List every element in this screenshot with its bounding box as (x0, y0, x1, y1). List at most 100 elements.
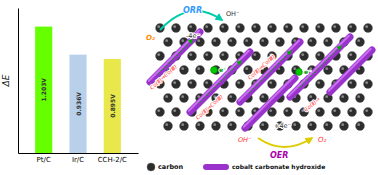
sphere-highlight (181, 67, 184, 70)
sphere-highlight (189, 25, 192, 28)
carbon-sphere (316, 80, 325, 89)
x-tick: CCH-2/C (98, 153, 127, 164)
sphere-highlight (213, 123, 216, 126)
carbon-sphere (164, 38, 173, 47)
electron-dot (296, 69, 303, 76)
annotation: Co(Ⅱ)⇒Co(Ⅲ) (195, 93, 224, 120)
sphere-highlight (349, 53, 352, 56)
carbon-sphere (300, 52, 309, 61)
rods (149, 31, 372, 128)
carbon-sphere (284, 24, 293, 33)
carbon-sphere (228, 122, 237, 131)
carbon-sphere (164, 122, 173, 131)
sphere-highlight (245, 67, 248, 70)
carbon-sphere (196, 66, 205, 75)
carbon-sphere (156, 52, 165, 61)
legend-label: cobalt carbonate hydroxide (232, 163, 325, 171)
carbon-sphere (164, 94, 173, 103)
sphere-highlight (213, 39, 216, 42)
sphere-highlight (237, 81, 240, 84)
carbon-sphere (300, 24, 309, 33)
sphere-highlight (261, 123, 264, 126)
carbon-sphere (348, 80, 357, 89)
sphere-highlight (349, 81, 352, 84)
sphere-highlight (181, 39, 184, 42)
sphere-highlight (349, 25, 352, 28)
rod-highlight (244, 77, 294, 127)
annotation: OH⁻ (238, 136, 251, 144)
sphere-highlight (221, 109, 224, 112)
carbon-sphere (276, 38, 285, 47)
rod (290, 37, 350, 97)
carbon-sphere (172, 24, 181, 33)
carbon-sphere (220, 24, 229, 33)
sphere-highlight (309, 95, 312, 98)
sphere-highlight (197, 123, 200, 126)
sphere-highlight (357, 95, 360, 98)
carbon-sphere (212, 122, 221, 131)
carbon-sphere (236, 80, 245, 89)
data-label: 1.203V (40, 78, 47, 102)
sphere-highlight (365, 25, 368, 28)
rod-highlight (329, 49, 371, 91)
carbon-sphere (356, 94, 365, 103)
annotation: ORR (183, 6, 202, 15)
carbon-sphere (180, 122, 189, 131)
carbon-sphere (204, 24, 213, 33)
chart: 1.203V0.936V0.895VPt/CIr/CCCH-2/CΔEORROH… (0, 0, 378, 175)
carbon-sphere (332, 108, 341, 117)
sphere-highlight (261, 95, 264, 98)
sphere-highlight (165, 95, 168, 98)
sphere-highlight (293, 123, 296, 126)
sphere-highlight (325, 95, 328, 98)
carbon-sphere (228, 94, 237, 103)
sphere-highlight (261, 39, 264, 42)
carbon-sphere (348, 24, 357, 33)
carbon-sphere (172, 108, 181, 117)
sphere-highlight (317, 109, 320, 112)
annotation: OER (270, 151, 288, 160)
bar-panel: 1.203V0.936V0.895VPt/CIr/CCCH-2/C (19, 9, 139, 164)
rod (150, 32, 200, 82)
carbon-sphere (268, 80, 277, 89)
sphere-highlight (325, 123, 328, 126)
sphere-highlight (205, 81, 208, 84)
annotation: OH⁻ (226, 10, 239, 18)
sphere-highlight (317, 25, 320, 28)
sphere-highlight (333, 25, 336, 28)
x-tick-label: Ir/C (72, 156, 84, 164)
bars (35, 27, 121, 153)
bar (69, 55, 86, 153)
carbon-sphere (180, 66, 189, 75)
sphere-highlight (269, 25, 272, 28)
sphere-highlight (333, 109, 336, 112)
carbon-sphere (364, 108, 373, 117)
sphere-highlight (229, 95, 232, 98)
x-axis-line (19, 153, 139, 154)
carbon-sphere (308, 38, 317, 47)
x-tick-label: CCH-2/C (98, 156, 127, 164)
bar (35, 27, 52, 153)
sphere-highlight (221, 53, 224, 56)
sphere-highlight (325, 67, 328, 70)
sphere-highlight (365, 81, 368, 84)
sphere-highlight (253, 25, 256, 28)
carbon-sphere (220, 52, 229, 61)
sphere-highlight (285, 109, 288, 112)
sphere-highlight (189, 81, 192, 84)
carbon-sphere (340, 94, 349, 103)
sphere-highlight (157, 109, 160, 112)
carbon-sphere (284, 108, 293, 117)
carbon-sphere (348, 108, 357, 117)
sphere-highlight (357, 39, 360, 42)
sphere-highlight (237, 53, 240, 56)
annotation: O₂ (318, 136, 327, 144)
annotation: e⁻ (304, 68, 311, 75)
sphere-highlight (237, 25, 240, 28)
carbon-sphere (356, 122, 365, 131)
diagram (147, 11, 373, 171)
sphere-highlight (301, 25, 304, 28)
carbon-sphere (244, 38, 253, 47)
x-tick: Pt/C (37, 153, 51, 164)
sphere-highlight (165, 123, 168, 126)
